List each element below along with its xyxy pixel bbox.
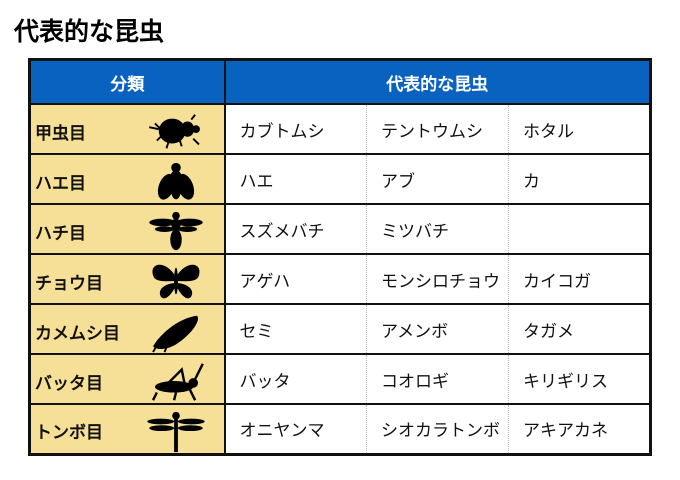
insect-cell: カブトムシ — [223, 103, 367, 154]
bee-icon — [148, 211, 203, 251]
order-label: バッタ目 — [35, 373, 103, 394]
insect-cell: ホタル — [508, 103, 651, 154]
cicada-icon — [151, 315, 198, 353]
order-cell: カメムシ目 — [29, 303, 226, 354]
insect-cell: ミツバチ — [366, 203, 509, 254]
insect-cell: バッタ — [223, 353, 367, 404]
butterfly-icon — [151, 264, 200, 299]
dragonfly-icon — [146, 411, 205, 453]
order-cell: トンボ目 — [29, 403, 226, 454]
table-row: トンボ目 オニヤンマ シオカラトンボ アキアカネ — [29, 403, 651, 454]
order-cell: バッタ目 — [29, 353, 226, 404]
table-row: 甲虫目 カブトムシ テントウムシ ホタル — [29, 103, 651, 154]
table-row: チョウ目 アゲハ モンシロチョウ カイコガ — [29, 253, 651, 304]
beetle-icon — [148, 114, 200, 149]
insect-cell: カ — [508, 153, 651, 204]
insect-cell: アブ — [366, 153, 509, 204]
order-cell: 甲虫目 — [29, 103, 226, 154]
insect-cell: アメンボ — [366, 303, 509, 354]
insect-cell: コオロギ — [366, 353, 509, 404]
order-cell: チョウ目 — [29, 253, 226, 304]
insect-cell: オニヤンマ — [223, 403, 367, 454]
order-cell: ハチ目 — [29, 203, 226, 254]
header-examples: 代表的な昆虫 — [223, 58, 652, 105]
order-label: ハチ目 — [35, 223, 86, 244]
table-row: カメムシ目 セミ アメンボ タガメ — [29, 303, 651, 354]
fly-icon — [157, 162, 194, 200]
insect-cell: アキアカネ — [508, 403, 651, 454]
table-row: バッタ目 バッタ コオロギ キリギリス — [29, 353, 651, 404]
table-row: ハチ目 スズメバチ ミツバチ — [29, 203, 651, 254]
grasshopper-icon — [151, 363, 204, 401]
order-cell: ハエ目 — [29, 153, 226, 204]
order-label: チョウ目 — [35, 273, 103, 294]
insect-cell: スズメバチ — [223, 203, 367, 254]
insect-cell: セミ — [223, 303, 367, 354]
order-label: 甲虫目 — [35, 123, 86, 144]
order-label: トンボ目 — [35, 423, 103, 444]
order-label: カメムシ目 — [35, 323, 120, 344]
insect-table: 分類 代表的な昆虫 甲虫目 カブトムシ テントウムシ ホタルハエ目 ハエ アブカハチ目 スズ… — [28, 58, 652, 456]
insect-cell: カイコガ — [508, 253, 651, 304]
insect-cell: タガメ — [508, 303, 651, 354]
insect-cell: ハエ — [223, 153, 367, 204]
insect-cell: シオカラトンボ — [366, 403, 509, 454]
insect-cell — [508, 203, 651, 254]
insect-cell: アゲハ — [223, 253, 367, 304]
order-label: ハエ目 — [35, 173, 86, 194]
insect-cell: テントウムシ — [366, 103, 509, 154]
header-category: 分類 — [28, 58, 226, 105]
table-row: ハエ目 ハエ アブカ — [29, 153, 651, 204]
insect-cell: キリギリス — [508, 353, 651, 404]
insect-cell: モンシロチョウ — [366, 253, 509, 304]
page-title: 代表的な昆虫 — [14, 17, 165, 46]
